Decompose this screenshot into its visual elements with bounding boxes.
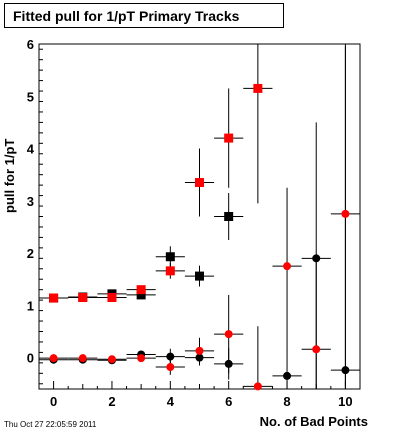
data-point-circle — [78, 354, 87, 363]
data-point-square — [165, 266, 175, 276]
data-point-square — [107, 293, 117, 303]
data-point-circle — [137, 354, 146, 363]
y-tick-label: 6 — [27, 37, 34, 52]
data-point-square — [165, 252, 175, 262]
data-point-circle — [283, 371, 292, 380]
data-point-circle — [166, 352, 175, 361]
data-point-circle — [312, 345, 321, 354]
x-tick-label: 0 — [50, 394, 57, 409]
data-point-square — [224, 212, 234, 221]
x-tick-label: 2 — [108, 394, 115, 409]
title-box: Fitted pull for 1/pT Primary Tracks — [4, 3, 284, 28]
data-point-circle — [341, 209, 350, 218]
x-axis-label: No. of Bad Points — [259, 414, 368, 429]
data-point-square — [136, 285, 146, 295]
data-point-square — [136, 290, 146, 300]
y-tick-label: 0 — [27, 351, 34, 366]
data-point-square — [253, 83, 263, 93]
data-point-square — [195, 178, 204, 188]
data-point-square — [224, 133, 234, 143]
chart-title: Fitted pull for 1/pT Primary Tracks — [13, 8, 240, 24]
x-tick-label: 10 — [338, 394, 352, 409]
data-point-circle — [49, 354, 58, 363]
timestamp: Thu Oct 27 22:05:59 2011 — [4, 420, 97, 429]
data-point-circle — [283, 262, 292, 271]
data-point-circle — [195, 346, 204, 355]
y-tick-label: 1 — [27, 298, 34, 313]
data-point-square — [49, 293, 59, 303]
data-point-square — [195, 271, 204, 281]
x-tick-label: 4 — [167, 394, 175, 409]
y-tick-label: 2 — [27, 246, 34, 261]
y-tick-label: 5 — [27, 89, 34, 104]
data-point-circle — [166, 363, 175, 372]
y-tick-label: 3 — [27, 194, 34, 209]
data-point-circle — [253, 382, 262, 391]
data-point-circle — [107, 355, 116, 364]
y-tick-label: 4 — [27, 142, 35, 157]
data-point-circle — [224, 330, 233, 339]
x-tick-label: 8 — [283, 394, 290, 409]
data-point-square — [78, 293, 88, 303]
data-point-circle — [312, 254, 321, 263]
x-tick-label: 6 — [225, 394, 232, 409]
